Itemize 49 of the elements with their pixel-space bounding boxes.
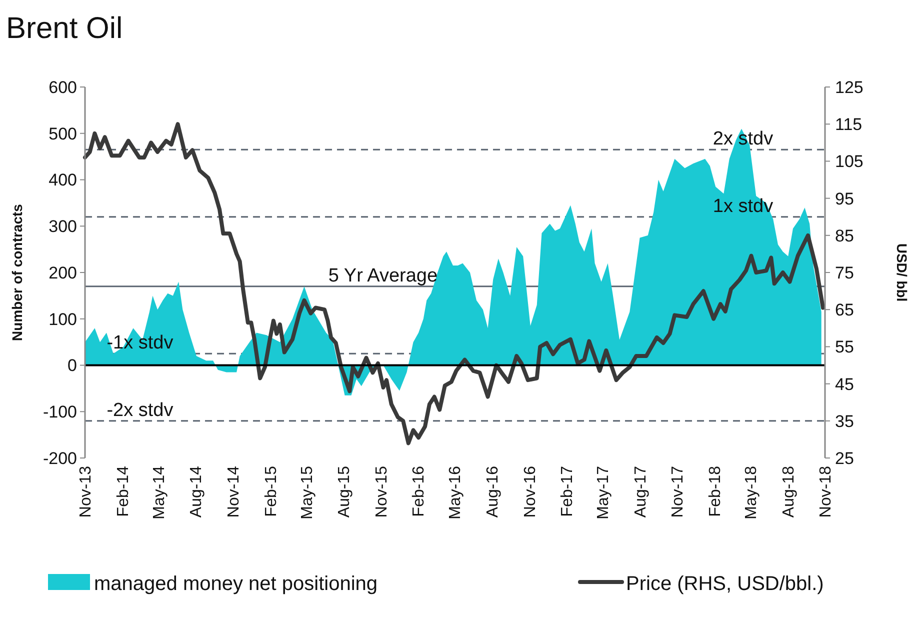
- x-tick-label: Aug-14: [188, 466, 206, 518]
- y2-tick-label: 65: [835, 300, 854, 320]
- x-tick-label: May-18: [743, 466, 760, 520]
- x-tick-label: Aug-18: [780, 466, 798, 518]
- x-tick-label: Aug-15: [336, 466, 354, 518]
- x-tick-label: May-15: [298, 466, 316, 520]
- y2-tick-label: 35: [835, 412, 854, 431]
- x-tick-label: Nov-14: [226, 466, 243, 518]
- x-tick-label: Feb-18: [706, 466, 724, 517]
- x-tick-label: Aug-16: [484, 466, 502, 518]
- x-tick-label: May-17: [595, 466, 612, 520]
- y-tick-label: 500: [48, 124, 77, 144]
- y2-tick-label: 55: [835, 338, 854, 357]
- y-tick-label: 400: [48, 170, 77, 190]
- chart-title: Brent Oil: [6, 12, 123, 45]
- x-tick-label: Feb-17: [559, 466, 576, 517]
- x-tick-label: Nov-18: [818, 466, 835, 518]
- legend-label: managed money net positioning: [94, 573, 378, 595]
- x-tick-label: Aug-17: [632, 466, 650, 518]
- x-tick-label: Feb-14: [114, 466, 132, 517]
- y-tick-label: 0: [68, 356, 77, 376]
- x-tick-label: Nov-15: [373, 466, 390, 518]
- y-tick-label: 600: [48, 78, 77, 97]
- y-tick-label: -100: [42, 402, 77, 422]
- y-tick-label: 100: [48, 310, 77, 329]
- x-tick-label: Feb-16: [410, 466, 428, 517]
- y2-tick-label: 25: [835, 448, 854, 468]
- line-series: [83, 122, 825, 446]
- ref-line-label: 5 Yr Average: [328, 265, 438, 286]
- y2-tick-label: 95: [835, 189, 854, 208]
- y2-tick-label: 75: [835, 263, 854, 282]
- y2-tick-label: 85: [835, 226, 854, 246]
- ref-line-label: -2x stdv: [106, 400, 174, 421]
- x-tick-label: May-16: [447, 466, 464, 520]
- y2-tick-label: 105: [835, 152, 864, 172]
- x-tick-label: Feb-15: [262, 466, 280, 517]
- x-tick-label: Nov-16: [522, 466, 539, 518]
- y2-tick-label: 125: [835, 78, 864, 97]
- y-axis-title: Number of contracts: [9, 204, 25, 341]
- y2-tick-label: 45: [835, 374, 854, 394]
- y2-axis-title: USD/ bbl: [894, 243, 910, 302]
- x-tick-label: Nov-13: [78, 466, 95, 518]
- x-tick-label: May-14: [150, 466, 168, 520]
- x-tick-label: Nov-17: [670, 466, 687, 518]
- y2-tick-label: 115: [835, 115, 862, 134]
- y-tick-label: -200: [42, 448, 77, 468]
- y-tick-label: 300: [48, 217, 77, 236]
- legend-label: Price (RHS, USD/bbl.): [626, 573, 824, 595]
- y-tick-label: 200: [48, 263, 77, 282]
